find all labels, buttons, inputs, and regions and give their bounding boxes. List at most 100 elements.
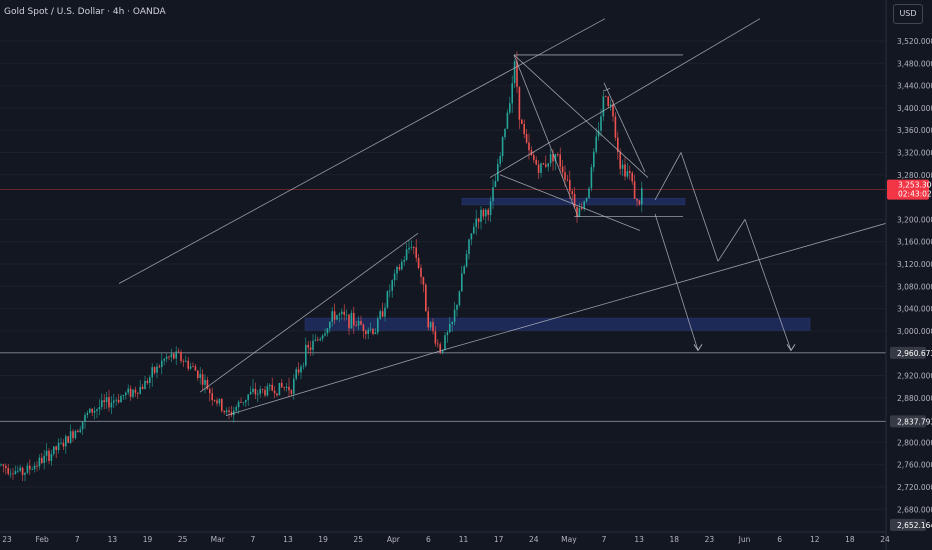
candle-body <box>413 247 415 248</box>
y-tick-label: 2,680.000 <box>897 505 932 514</box>
trend-line <box>654 152 682 201</box>
y-tick-label: 3,200.000 <box>897 215 932 224</box>
candle-body <box>530 150 533 156</box>
trend-line <box>744 219 792 351</box>
candle-body <box>168 356 170 358</box>
candle-body <box>521 119 523 124</box>
candle-body <box>398 267 401 270</box>
y-tick-label: 2,920.000 <box>897 372 932 381</box>
candle-body <box>324 333 326 336</box>
candle-body <box>333 311 336 320</box>
candle-body <box>535 159 537 165</box>
trend-line <box>199 233 419 393</box>
x-tick-label: 6 <box>426 535 431 544</box>
candle-body <box>108 397 110 408</box>
candle-body <box>14 471 17 474</box>
candle-body <box>199 374 201 378</box>
candle-body <box>139 386 141 394</box>
candle-body <box>115 399 117 401</box>
candle-body <box>17 470 19 472</box>
candle-body <box>463 266 465 274</box>
candle-body <box>389 290 391 292</box>
candle-body <box>273 390 276 394</box>
candle-body <box>492 187 494 202</box>
candle-body <box>417 257 420 269</box>
y-tick-label: 2,880.000 <box>897 394 932 403</box>
candle-body <box>374 332 377 335</box>
projection-arrow-head <box>693 344 703 352</box>
chart-title: Gold Spot / U.S. Dollar · 4h · OANDA <box>4 7 166 17</box>
candle-body <box>295 369 297 379</box>
candle-body <box>36 465 38 467</box>
price-level-label: 2,960.673 <box>897 349 932 358</box>
candle-body <box>117 399 120 403</box>
candle-body <box>149 377 151 383</box>
candle-body <box>631 172 633 182</box>
currency-button[interactable]: USD <box>893 4 923 24</box>
y-tick-label: 2,760.000 <box>897 461 932 470</box>
candle-body <box>367 329 369 335</box>
y-tick-label: 3,400.000 <box>897 104 932 113</box>
candle-body <box>137 392 139 394</box>
candle-body <box>441 349 444 353</box>
candle-body <box>21 467 24 475</box>
candle-body <box>43 455 45 464</box>
candle-body <box>249 391 252 395</box>
candle-body <box>60 442 62 444</box>
candle-body <box>237 401 240 408</box>
time-axis: 23 Feb 7 13 19 25 Mar 7 13 19 25 Apr 6 11 17 24 May 7 13 18… <box>0 531 890 544</box>
price-axis-panel <box>886 0 932 550</box>
candle-body <box>569 180 571 192</box>
candle-body <box>636 198 638 201</box>
candle-body <box>302 365 305 367</box>
candle-body <box>129 388 132 397</box>
candle-body <box>489 201 492 215</box>
candle-body <box>614 116 617 138</box>
candle-body <box>146 380 149 383</box>
candle-body <box>192 366 194 368</box>
trend-line <box>602 88 611 92</box>
candle-body <box>329 321 331 329</box>
candle-body <box>86 412 89 415</box>
candle-body <box>91 408 93 413</box>
candle-body <box>259 389 261 394</box>
y-tick-label: 3,280.000 <box>897 171 932 180</box>
candle-body <box>511 83 513 104</box>
candle-body <box>468 239 470 254</box>
x-tick-label: 11 <box>459 535 469 544</box>
candle-body <box>593 151 595 168</box>
y-tick-label: 3,520.000 <box>897 37 932 46</box>
candle-body <box>278 382 281 396</box>
x-tick-label: 12 <box>810 535 820 544</box>
candle-body <box>290 390 293 394</box>
candle-body <box>55 446 57 451</box>
candle-body <box>506 112 509 129</box>
candle-body <box>170 353 173 358</box>
candle-body <box>266 386 269 396</box>
candle-body <box>317 339 319 341</box>
candle-body <box>163 358 165 361</box>
grid <box>0 40 886 510</box>
candle-body <box>427 311 429 328</box>
candle-body <box>494 181 497 188</box>
candle-body <box>576 207 578 217</box>
candle-body <box>429 322 432 328</box>
candle-body <box>305 344 307 366</box>
candle-body <box>189 366 192 369</box>
y-tick-label: 3,440.000 <box>897 82 932 91</box>
x-tick-label: 7 <box>602 535 607 544</box>
candle-body <box>288 386 290 391</box>
x-tick-label: 24 <box>880 535 890 544</box>
candle-body <box>65 436 67 447</box>
candle-body <box>595 136 597 152</box>
candle-body <box>609 104 612 106</box>
candle-body <box>153 367 156 373</box>
candle-body <box>439 344 441 353</box>
candle-body <box>41 457 43 464</box>
candle-body <box>501 137 504 157</box>
candle-body <box>89 408 91 413</box>
candle-body <box>600 116 602 131</box>
candle-body <box>408 247 410 250</box>
trend-line <box>225 350 443 417</box>
